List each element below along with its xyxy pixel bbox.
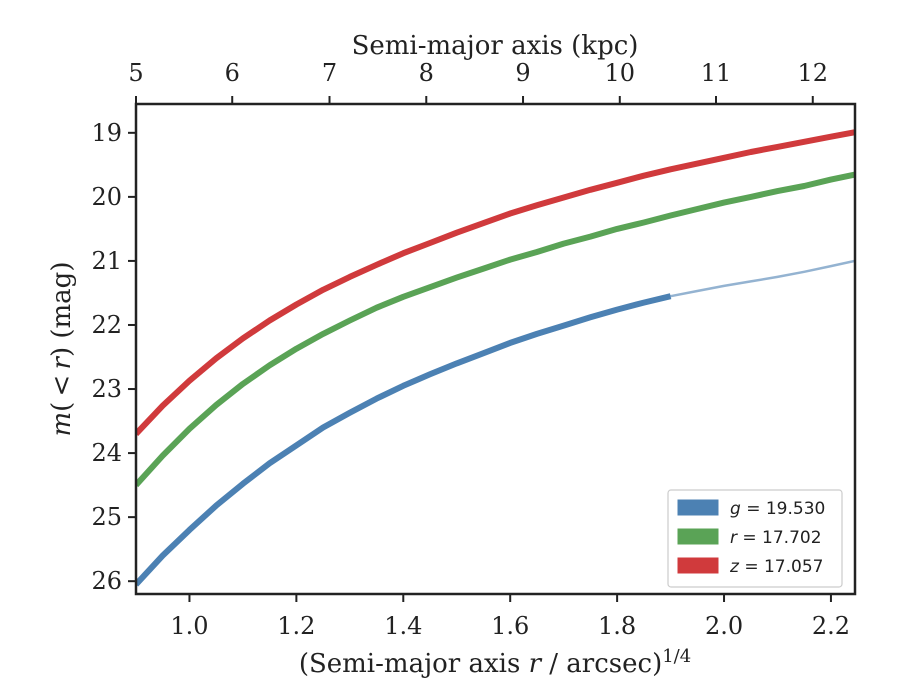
top-x-tick-label: 12 [797,59,828,87]
legend-label-z: z = 17.057 [729,557,823,577]
legend-swatch-r [677,528,719,545]
series-line-g [136,293,672,587]
legend-label-g: g = 19.530 [730,499,825,519]
x-axis-title-prefix: (Semi-major axis [299,649,529,679]
y-axis-title-r: r [47,355,77,369]
y-tick-label: 21 [91,247,122,275]
y-axis-title-mid: ( < [47,369,77,411]
y-tick-label: 23 [91,375,122,403]
top-x-tick-label: 10 [605,59,636,87]
ticks-layer: 1.0 1.2 1.4 1.6 1.8 2.0 2.2 19 20 21 22 23 24 25 26 5 6 7… [91,59,850,640]
x-axis-title: (Semi-major axis r / arcsec)1/4 [299,646,691,679]
y-axis-title-m: m [47,412,77,437]
x-axis-title-sup: 1/4 [662,646,691,667]
y-tick-label: 20 [91,183,122,211]
series-line-g-extension [670,259,855,298]
y-axis-title-unit: (mag) [47,262,77,347]
x-tick-label: 1.2 [277,612,315,640]
plot-frame [134,102,857,596]
y-tick-label: 19 [91,119,122,147]
top-x-tick-label: 6 [225,59,240,87]
top-x-axis-title: Semi-major axis (kpc) [352,31,639,61]
x-tick-label: 2.0 [705,612,743,640]
x-tick-label: 1.6 [491,612,529,640]
series-line-r [136,171,855,488]
x-axis-title-var: r [529,649,543,679]
top-x-tick-label: 8 [419,59,434,87]
y-tick-label: 25 [91,503,122,531]
x-axis-title-suffix: / arcsec) [541,649,662,679]
series-line-z [136,129,855,436]
legend-swatch-g [677,499,719,516]
y-tick-label: 26 [91,567,122,595]
y-axis-title: m( < r) (mag) [47,262,77,437]
y-axis-title-close: ) [47,347,77,357]
top-x-tick-label: 11 [701,59,732,87]
top-x-tick-label: 5 [128,59,143,87]
legend-label-r: r = 17.702 [730,528,822,548]
x-tick-label: 1.0 [170,612,208,640]
legend-swatch-z [677,557,719,574]
series-layer [136,129,855,587]
x-tick-label: 2.2 [812,612,850,640]
x-tick-label: 1.8 [598,612,636,640]
legend: g = 19.530 r = 17.702 z = 17.057 [667,489,843,588]
y-tick-label: 24 [91,439,122,467]
top-x-tick-label: 7 [322,59,337,87]
top-x-tick-label: 9 [515,59,530,87]
y-tick-label: 22 [91,311,122,339]
x-tick-label: 1.4 [384,612,422,640]
